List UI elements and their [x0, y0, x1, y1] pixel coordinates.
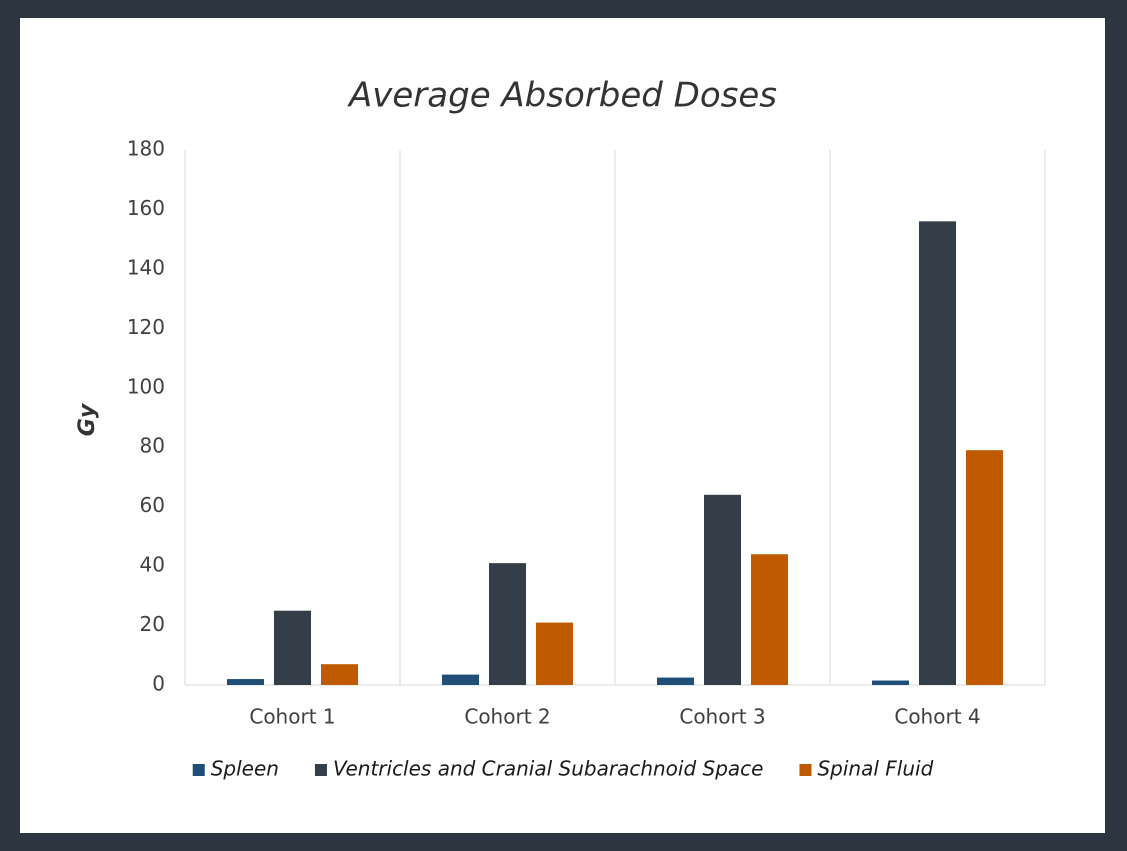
bar: [919, 221, 956, 686]
bar: [657, 677, 694, 685]
y-tick-label: 0: [152, 672, 165, 696]
legend-swatch: [799, 764, 812, 776]
legend-label: Ventricles and Cranial Subarachnoid Spac…: [333, 757, 764, 781]
y-tick-label: 80: [140, 434, 165, 458]
y-tick-label: 140: [127, 255, 165, 279]
bar: [274, 610, 311, 685]
x-tick-label: Cohort 1: [249, 705, 335, 729]
bar: [442, 674, 479, 685]
y-tick-label: 120: [127, 315, 165, 339]
bar: [872, 680, 909, 685]
legend-swatch: [192, 764, 205, 776]
bar: [321, 664, 358, 685]
y-tick-label: 100: [127, 374, 165, 398]
x-tick-label: Cohort 3: [679, 705, 765, 729]
y-axis-label: Gy: [75, 402, 100, 436]
y-tick-label: 40: [140, 553, 165, 577]
bar: [966, 450, 1003, 685]
bar: [536, 622, 573, 685]
y-tick-label: 180: [127, 137, 165, 161]
x-tick-label: Cohort 4: [894, 705, 980, 729]
y-tick-label: 60: [140, 493, 165, 517]
y-tick-label: 20: [140, 612, 165, 636]
y-tick-label: 160: [127, 196, 165, 220]
bar: [489, 563, 526, 685]
bar: [227, 679, 264, 685]
x-tick-label: Cohort 2: [464, 705, 550, 729]
chart-title: Average Absorbed Doses: [347, 76, 777, 116]
legend-label: Spinal Fluid: [817, 757, 933, 781]
legend-swatch: [314, 764, 327, 776]
legend-label: Spleen: [211, 757, 279, 781]
bar: [704, 494, 741, 685]
bar: [751, 554, 788, 685]
